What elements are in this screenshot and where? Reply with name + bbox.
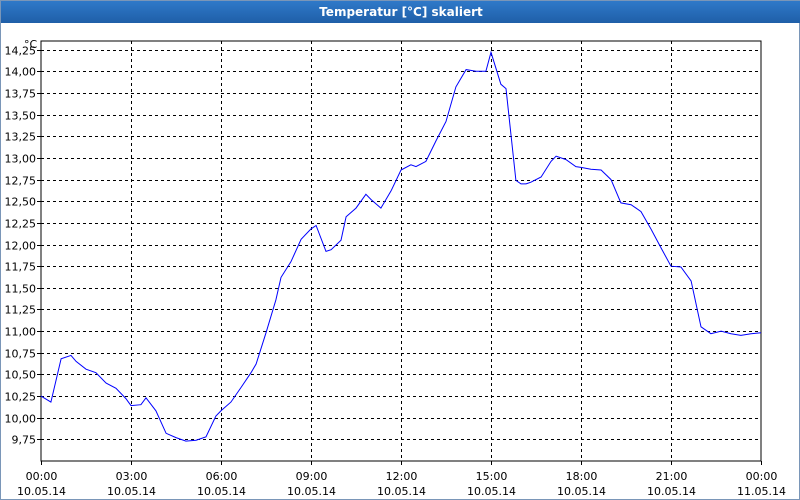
plot-area [40,40,762,462]
temperature-line [40,50,762,442]
x-tick-time-label: 00:00 [746,470,778,483]
y-tick-label: 13,75 [5,88,37,101]
x-tick-time-label: 18:00 [566,470,598,483]
y-axis-ticks: 9,75 10,00 10,25 10,50 10,75 11,00 11,25 11,50 1… [5,45,41,447]
x-tick-date-label: 10.05.14 [17,485,66,498]
y-tick-label: 14,25 [5,45,37,58]
x-tick-date-label: 10.05.14 [557,485,606,498]
x-tick-time-label: 06:00 [206,470,238,483]
x-tick-time-label: 12:00 [386,470,418,483]
y-tick-label: 12,25 [5,218,37,231]
y-tick-label: 10,50 [5,369,37,382]
y-tick-label: 10,25 [5,391,37,404]
x-tick-date-label: 10.05.14 [647,485,696,498]
grid-lines [41,41,761,461]
y-axis-unit-label: °C [24,38,38,51]
x-tick-date-label: 10.05.14 [467,485,516,498]
y-tick-label: 13,00 [5,153,37,166]
x-axis-ticks: 00:00 10.05.14 03:00 10.05.14 06:00 10.05.14 0… [17,461,786,498]
y-tick-label: 12,00 [5,240,37,253]
y-tick-label: 14,00 [5,66,37,79]
x-tick-time-label: 15:00 [476,470,508,483]
y-tick-label: 12,50 [5,196,37,209]
x-tick-time-label: 03:00 [116,470,148,483]
y-tick-label: 13,25 [5,131,37,144]
x-tick-date-label: 11.05.14 [737,485,786,498]
y-tick-label: 11,00 [5,326,37,339]
y-tick-label: 11,75 [5,261,37,274]
chart-title: Temperatur [°C] skaliert [1,1,800,23]
y-tick-label: 13,50 [5,110,37,123]
x-tick-date-label: 10.05.14 [197,485,246,498]
x-tick-date-label: 10.05.14 [287,485,336,498]
y-tick-label: 10,00 [5,413,37,426]
x-tick-time-label: 00:00 [26,470,58,483]
x-tick-date-label: 10.05.14 [377,485,426,498]
y-tick-label: 9,75 [12,434,37,447]
y-tick-label: 11,25 [5,304,37,317]
x-tick-date-label: 10.05.14 [107,485,156,498]
y-tick-label: 11,50 [5,283,37,296]
y-tick-label: 10,75 [5,348,37,361]
x-tick-time-label: 09:00 [296,470,328,483]
y-tick-label: 12,75 [5,175,37,188]
x-tick-time-label: 21:00 [656,470,688,483]
